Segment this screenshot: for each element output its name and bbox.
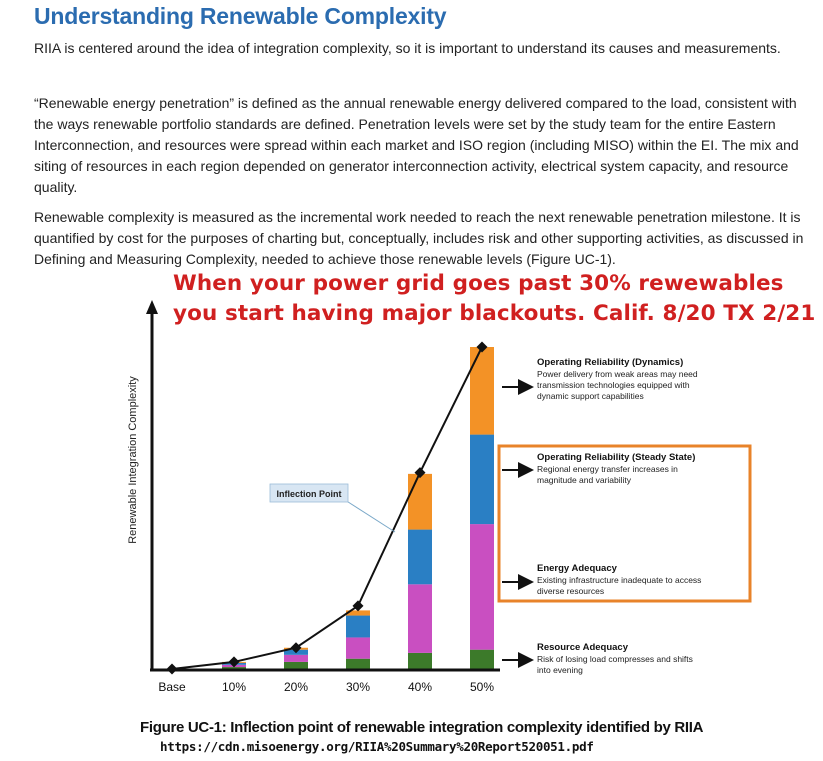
line-marker-base [166,663,178,675]
bar-resource-adequacy-50 [470,649,494,669]
x-tick-labels: Base 10% 20% 30% 40% 50% [158,680,494,694]
legend-desc-line: Risk of losing load compresses and shift… [537,654,693,664]
legend-title: Operating Reliability (Dynamics) [537,357,683,368]
bar-operating-reliability-steady-state-40 [408,529,432,585]
complexity-line [166,341,488,675]
legend-desc-line: diverse resources [537,586,604,596]
bar-operating-reliability-steady-state-50 [470,434,494,525]
x-tick-10: 10% [222,680,246,694]
x-tick-40: 40% [408,680,432,694]
bar-resource-adequacy-30 [346,658,370,669]
x-tick-50: 50% [470,680,494,694]
chart-legend: Operating Reliability (Dynamics)Power de… [502,357,701,675]
legend-desc-line: Power delivery from weak areas may need [537,369,698,379]
legend-desc-line: Regional energy transfer increases in [537,464,678,474]
penetration-paragraph: “Renewable energy penetration” is define… [34,95,799,195]
bar-operating-reliability-dynamics-50 [470,347,494,435]
legend-item-operating-reliability-dynamics: Operating Reliability (Dynamics)Power de… [502,357,698,401]
y-axis-label: Renewable Integration Complexity [127,376,139,544]
legend-desc-line: transmission technologies equipped with [537,380,690,390]
x-tick-20: 20% [284,680,308,694]
bar-resource-adequacy-40 [408,652,432,669]
x-tick-30: 30% [346,680,370,694]
legend-title: Operating Reliability (Steady State) [537,452,695,463]
bar-operating-reliability-steady-state-30 [346,615,370,638]
bar-energy-adequacy-20 [284,654,308,662]
legend-desc-line: Existing infrastructure inadequate to ac… [537,575,701,585]
legend-item-operating-reliability-steady-state: Operating Reliability (Steady State)Regi… [502,452,695,485]
complexity-paragraph: Renewable complexity is measured as the … [34,209,804,267]
legend-desc-line: into evening [537,665,583,675]
bar-resource-adequacy-20 [284,661,308,669]
line-marker-50 [476,341,488,353]
inflection-pointer [344,499,396,533]
legend-title: Energy Adequacy [537,563,618,574]
chart-axes: Renewable Integration Complexity [127,300,500,672]
legend-desc-line: dynamic support capabilities [537,391,644,401]
figure-caption: Figure UC-1: Inflection point of renewab… [140,719,704,736]
line-marker-10 [228,656,240,668]
chart-bars [222,347,494,669]
highlight-box [497,444,752,603]
complexity-line-path [171,346,483,670]
source-url[interactable]: https://cdn.misoenergy.org/RIIA%20Summar… [160,739,594,754]
bar-resource-adequacy-10 [222,667,246,669]
bar-operating-reliability-dynamics-30 [346,610,370,616]
line-marker-30 [352,600,364,612]
bar-operating-reliability-dynamics-40 [408,473,432,530]
intro-paragraph: RIIA is centered around the idea of inte… [34,40,781,56]
line-marker-40 [414,467,426,479]
x-tick-base: Base [158,680,186,694]
legend-title: Resource Adequacy [537,642,629,653]
bar-energy-adequacy-40 [408,584,432,653]
overlay-annotation-line2: you start having major blackouts. Calif.… [173,301,816,326]
page-title: Understanding Renewable Complexity [34,3,447,29]
bar-energy-adequacy-50 [470,524,494,650]
inflection-box [269,483,349,503]
y-axis-arrow [146,300,158,314]
inflection-annotation: Inflection Point [269,483,396,533]
line-marker-20 [290,642,302,654]
bar-energy-adequacy-30 [346,637,370,659]
overlay-annotation-line1: When your power grid goes past 30% rewew… [173,271,784,296]
inflection-label: Inflection Point [277,489,342,499]
legend-desc-line: magnitude and variability [537,475,632,485]
